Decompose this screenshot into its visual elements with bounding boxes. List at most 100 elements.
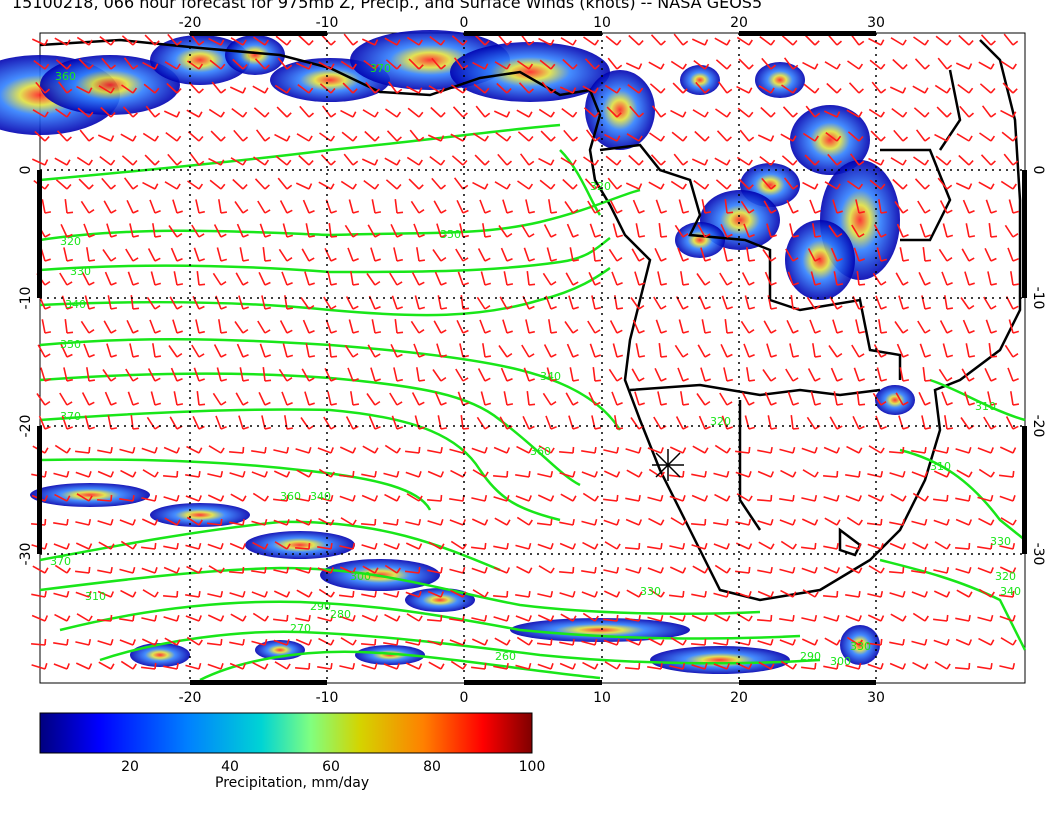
wind-barb (889, 591, 906, 598)
wind-barb (805, 105, 821, 118)
wind-barb (384, 564, 401, 574)
wind-barb (847, 60, 864, 70)
wind-barb (999, 470, 1015, 478)
wind-barb (1000, 637, 1017, 646)
wind-barb (515, 590, 531, 598)
wind-barb (933, 590, 951, 598)
wind-barb (827, 33, 843, 46)
wind-barb (569, 367, 580, 382)
wind-barb (59, 272, 73, 286)
wind-barb (413, 223, 425, 238)
wind-barb (801, 615, 818, 622)
wind-barb (81, 392, 95, 406)
wind-barb (657, 271, 667, 286)
wind-barb (64, 319, 74, 334)
wind-barb (693, 179, 710, 190)
wind-barb (239, 247, 250, 262)
wind-barb (499, 416, 513, 430)
wind-barb (537, 518, 553, 526)
wind-barb (324, 247, 337, 262)
wind-barb (824, 637, 841, 646)
wind-barb (212, 272, 227, 286)
wind-barb (537, 614, 555, 622)
wind-barb (479, 199, 491, 214)
wind-barb (427, 590, 445, 598)
wind-barb (977, 542, 993, 550)
wind-barb (98, 661, 115, 670)
wind-barb (427, 519, 444, 526)
wind-barb (691, 614, 709, 622)
wind-barb (917, 320, 931, 334)
wind-barb (515, 542, 532, 550)
wind-barb (471, 567, 488, 574)
wind-barb (962, 319, 975, 334)
wind-barb (978, 588, 995, 598)
wind-barb (120, 469, 137, 478)
wind-barb (845, 542, 862, 550)
wind-barb (582, 85, 599, 94)
wind-barb (548, 199, 558, 214)
wind-barb (960, 417, 975, 430)
wind-barb (999, 446, 1017, 454)
wind-barb (149, 319, 161, 334)
wind-barb (762, 369, 777, 382)
wind-barb (239, 367, 250, 382)
wind-barb (101, 57, 117, 70)
wind-barb (427, 446, 443, 454)
wind-barb (163, 590, 179, 598)
wind-barb (495, 131, 512, 142)
wind-barb (274, 84, 291, 94)
wind-barb (669, 615, 686, 622)
wind-barb (740, 320, 755, 334)
wind-barb (675, 416, 689, 430)
wind-barb (193, 367, 205, 382)
wind-barb (625, 494, 641, 502)
wind-barb (1000, 60, 1017, 70)
wind-barb (825, 131, 842, 142)
wind-barb (779, 446, 796, 454)
wind-barb (480, 271, 492, 286)
wind-barb (783, 177, 799, 190)
contour-line (929, 378, 1026, 422)
wind-barb (697, 224, 711, 238)
wind-barb (188, 82, 204, 94)
wind-barb (98, 541, 115, 550)
wind-barb (142, 61, 159, 70)
wind-barb (823, 495, 840, 502)
wind-barb (185, 615, 202, 622)
wind-barb (318, 181, 335, 190)
wind-barb (273, 519, 290, 526)
wind-barb (649, 83, 666, 94)
wind-barb (127, 391, 139, 406)
wind-barb (606, 106, 622, 118)
wind-barb (654, 247, 667, 262)
wind-barb (868, 108, 885, 118)
wind-barb (347, 367, 359, 382)
wind-barb (625, 62, 643, 70)
wind-barb (537, 663, 554, 670)
wind-barb (78, 58, 94, 70)
wind-barb (845, 495, 862, 502)
wind-barb (406, 613, 423, 622)
lat-label: -20 (18, 415, 34, 438)
wind-barb (523, 247, 535, 262)
wind-barb (99, 155, 116, 166)
precip-cell (450, 42, 610, 102)
wind-barb (955, 638, 973, 646)
wind-barb (361, 158, 379, 166)
wind-barb (889, 542, 907, 550)
wind-barb (538, 565, 555, 574)
contour-line (39, 566, 761, 615)
wind-barb (779, 519, 796, 526)
wind-barb (724, 319, 734, 334)
wind-barb (455, 368, 469, 382)
wind-barb (588, 391, 601, 406)
wind-barb (693, 59, 710, 70)
wind-barb (980, 154, 996, 166)
precip-cell (150, 35, 250, 85)
wind-barb (300, 297, 315, 310)
wind-barb (384, 444, 401, 454)
wind-barb (560, 613, 577, 622)
wind-barb (691, 470, 707, 478)
wind-barb (878, 319, 888, 334)
